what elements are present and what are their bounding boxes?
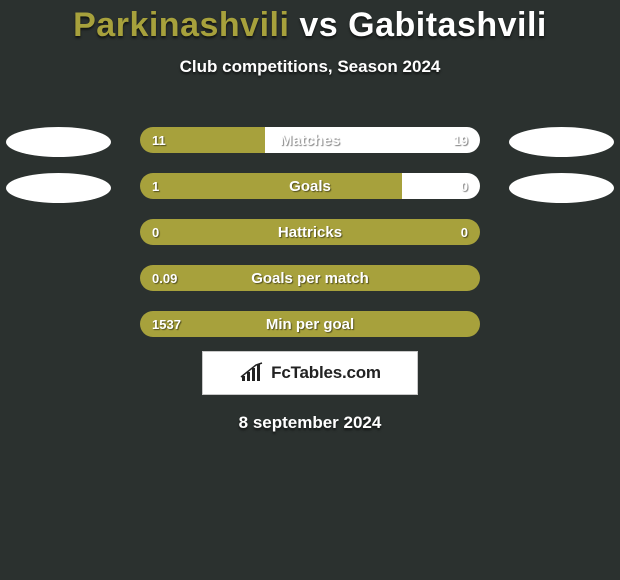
stat-bar-right-segment (265, 127, 480, 153)
stat-right-value: 0 (461, 173, 468, 199)
page-title: Parkinashvili vs Gabitashvili (0, 0, 620, 45)
stat-right-value: 0 (461, 219, 468, 245)
stat-row: Matches1119 (0, 117, 620, 163)
subtitle: Club competitions, Season 2024 (0, 57, 620, 77)
stat-left-value: 11 (152, 127, 166, 153)
stat-right-value: 19 (454, 127, 468, 153)
stat-bar (140, 173, 480, 199)
stat-left-value: 1537 (152, 311, 181, 337)
branding-badge: FcTables.com (202, 351, 418, 395)
stat-left-value: 0.09 (152, 265, 177, 291)
stat-bar-left-segment (140, 311, 480, 337)
stat-row: Min per goal1537 (0, 301, 620, 347)
vs-text: vs (299, 6, 338, 44)
branding-chart-icon (239, 362, 265, 384)
stat-row: Goals per match0.09 (0, 255, 620, 301)
stat-bar-left-segment (140, 219, 480, 245)
stat-bar-left-segment (140, 173, 402, 199)
player1-avatar-oval (6, 127, 111, 157)
branding-text: FcTables.com (271, 363, 381, 383)
date-text: 8 september 2024 (0, 413, 620, 433)
player1-avatar-oval (6, 173, 111, 203)
stat-bar-right-segment (402, 173, 480, 199)
stat-row: Hattricks00 (0, 209, 620, 255)
player2-avatar-oval (509, 173, 614, 203)
stats-rows: Matches1119Goals10Hattricks00Goals per m… (0, 117, 620, 347)
stat-left-value: 1 (152, 173, 159, 199)
stat-bar-left-segment (140, 265, 480, 291)
stat-left-value: 0 (152, 219, 159, 245)
stat-bar (140, 311, 480, 337)
player2-avatar-oval (509, 127, 614, 157)
player1-name: Parkinashvili (73, 6, 289, 44)
stat-bar (140, 265, 480, 291)
player2-name: Gabitashvili (348, 6, 547, 44)
stat-row: Goals10 (0, 163, 620, 209)
stat-bar (140, 219, 480, 245)
stat-bar (140, 127, 480, 153)
